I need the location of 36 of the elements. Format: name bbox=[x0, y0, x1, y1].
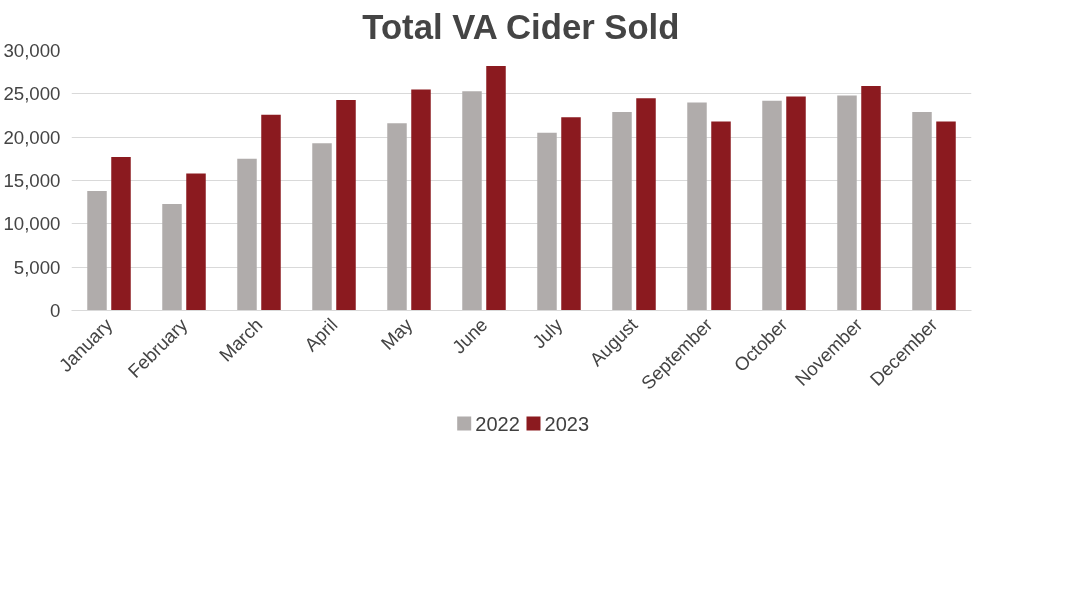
x-tick-label: May bbox=[376, 313, 417, 354]
bar bbox=[837, 95, 857, 311]
bar bbox=[462, 91, 482, 311]
bar bbox=[762, 100, 782, 311]
bar bbox=[336, 99, 356, 311]
bar bbox=[486, 66, 506, 311]
bar bbox=[162, 203, 182, 311]
bar bbox=[786, 96, 806, 311]
chart-title: Total VA Cider Sold bbox=[362, 7, 680, 46]
bar bbox=[312, 143, 332, 311]
bar bbox=[111, 157, 131, 311]
bar bbox=[387, 123, 407, 311]
bar bbox=[711, 121, 731, 311]
y-tick-label: 25,000 bbox=[3, 83, 61, 105]
bar bbox=[936, 121, 956, 311]
y-tick-label: 0 bbox=[50, 300, 61, 321]
bar bbox=[87, 190, 107, 311]
legend-label: 2023 bbox=[544, 412, 590, 435]
legend-label: 2022 bbox=[475, 412, 520, 435]
bar bbox=[687, 102, 707, 311]
x-tick-label: July bbox=[528, 313, 567, 353]
bar bbox=[861, 86, 881, 311]
bar bbox=[237, 158, 257, 311]
bar bbox=[561, 117, 581, 311]
bar bbox=[537, 132, 557, 311]
bar bbox=[912, 112, 932, 311]
bar bbox=[612, 112, 632, 311]
y-tick-label: 20,000 bbox=[3, 126, 61, 148]
bar bbox=[261, 114, 281, 311]
bar bbox=[186, 173, 206, 311]
bar bbox=[636, 98, 656, 311]
bar bbox=[411, 89, 431, 311]
y-tick-label: 10,000 bbox=[3, 213, 61, 235]
y-tick-label: 30,000 bbox=[3, 40, 61, 61]
y-tick-label: 5,000 bbox=[13, 256, 61, 278]
y-tick-label: 15,000 bbox=[3, 170, 61, 191]
